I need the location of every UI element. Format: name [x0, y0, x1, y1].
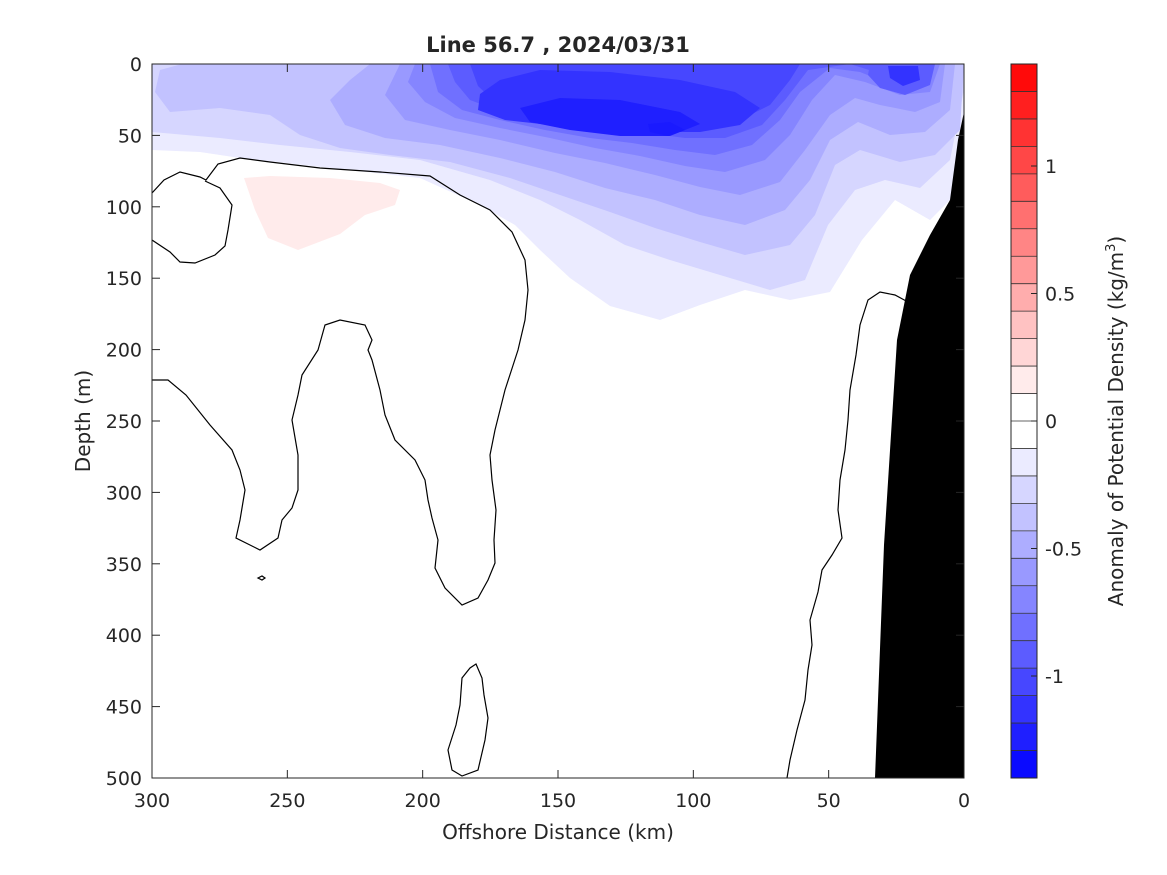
y-tick-label: 300: [106, 482, 142, 504]
y-tick-label: 150: [106, 268, 142, 290]
zero-contours: [152, 157, 909, 778]
colorbar-swatch: [1011, 448, 1037, 477]
y-axis-label: Depth (m): [71, 370, 95, 472]
colorbar-swatch: [1011, 421, 1037, 449]
colorbar-tick-label: 1: [1045, 156, 1057, 178]
colorbar-swatch: [1011, 695, 1037, 724]
y-tick-label: 50: [118, 125, 142, 147]
colorbar: [1010, 63, 1038, 779]
zero-contour-deep-island: [447, 663, 489, 777]
contour-band-nearshore--1.0: [888, 66, 920, 86]
colorbar-swatch: [1011, 558, 1037, 587]
colorbar-swatch: [1011, 503, 1037, 532]
y-tick-label: 500: [106, 768, 142, 790]
colorbar-swatch: [1011, 750, 1037, 779]
colorbar-swatch: [1011, 640, 1037, 669]
colorbar-swatch: [1011, 366, 1037, 395]
x-tick-label: 0: [958, 790, 970, 812]
x-axis-label: Offshore Distance (km): [442, 820, 674, 844]
colorbar-swatch: [1011, 283, 1037, 312]
bathymetry-fill: [875, 112, 964, 778]
y-tick-label: 350: [106, 554, 142, 576]
x-tick-label: 250: [269, 790, 305, 812]
zero-contour-west-loop: [152, 180, 233, 264]
colorbar-swatch: [1011, 668, 1037, 697]
y-tick-label: 0: [130, 54, 142, 76]
contour-fills: [152, 64, 964, 320]
colorbar-label-close: ): [1104, 236, 1128, 244]
contour-band-level--1.2: [648, 122, 685, 136]
x-tick-label: 150: [540, 790, 576, 812]
colorbar-swatch: [1011, 530, 1037, 559]
colorbar-label: Anomaly of Potential Density (kg/m3): [1104, 236, 1128, 606]
y-tick-label: 250: [106, 411, 142, 433]
colorbar-tick-label: -0.5: [1045, 539, 1082, 561]
colorbar-swatch: [1011, 475, 1037, 504]
y-tick-label: 100: [106, 197, 142, 219]
zero-contour-shelf: [786, 291, 909, 778]
colorbar-swatch: [1011, 311, 1037, 340]
contour-band-positive-0.1: [244, 176, 400, 250]
colorbar-swatch: [1011, 256, 1037, 285]
colorbar-tick-label: 0: [1045, 411, 1057, 433]
zero-contour-main: [152, 157, 529, 606]
x-tick-label: 200: [405, 790, 441, 812]
colorbar-swatch: [1011, 146, 1037, 175]
colorbar-tick-label: -1: [1045, 666, 1064, 688]
colorbar-swatch: [1011, 91, 1037, 120]
colorbar-swatch: [1011, 118, 1037, 147]
colorbar-tick-label: 0.5: [1045, 284, 1075, 306]
colorbar-swatch: [1011, 173, 1037, 202]
colorbar-label-superscript: 3: [1104, 244, 1119, 252]
y-tick-label: 450: [106, 697, 142, 719]
x-tick-label: 300: [134, 790, 170, 812]
chart-title: Line 56.7 , 2024/03/31: [426, 33, 690, 57]
colorbar-swatch: [1011, 338, 1037, 367]
colorbar-swatch: [1011, 228, 1037, 257]
colorbar-swatch: [1011, 201, 1037, 230]
colorbar-swatch: [1011, 723, 1037, 752]
x-tick-label: 100: [675, 790, 711, 812]
colorbar-swatch: [1011, 64, 1037, 92]
colorbar-swatch: [1011, 613, 1037, 642]
y-tick-label: 400: [106, 625, 142, 647]
x-tick-label: 50: [817, 790, 841, 812]
colorbar-swatch: [1011, 393, 1037, 422]
x-axis-ticks: 300 250 200 150 100 50 0: [134, 64, 970, 812]
colorbar-label-main: Anomaly of Potential Density (kg/m: [1104, 252, 1128, 606]
colorbar-swatch: [1011, 585, 1037, 614]
y-axis-ticks: 0 50 100 150 200 250 300 350 400 450 500: [106, 54, 964, 790]
zero-contour-small-island: [256, 575, 267, 581]
colorbar-ticks: 1 0.5 0 -0.5 -1: [1031, 156, 1082, 688]
y-tick-label: 200: [106, 340, 142, 362]
